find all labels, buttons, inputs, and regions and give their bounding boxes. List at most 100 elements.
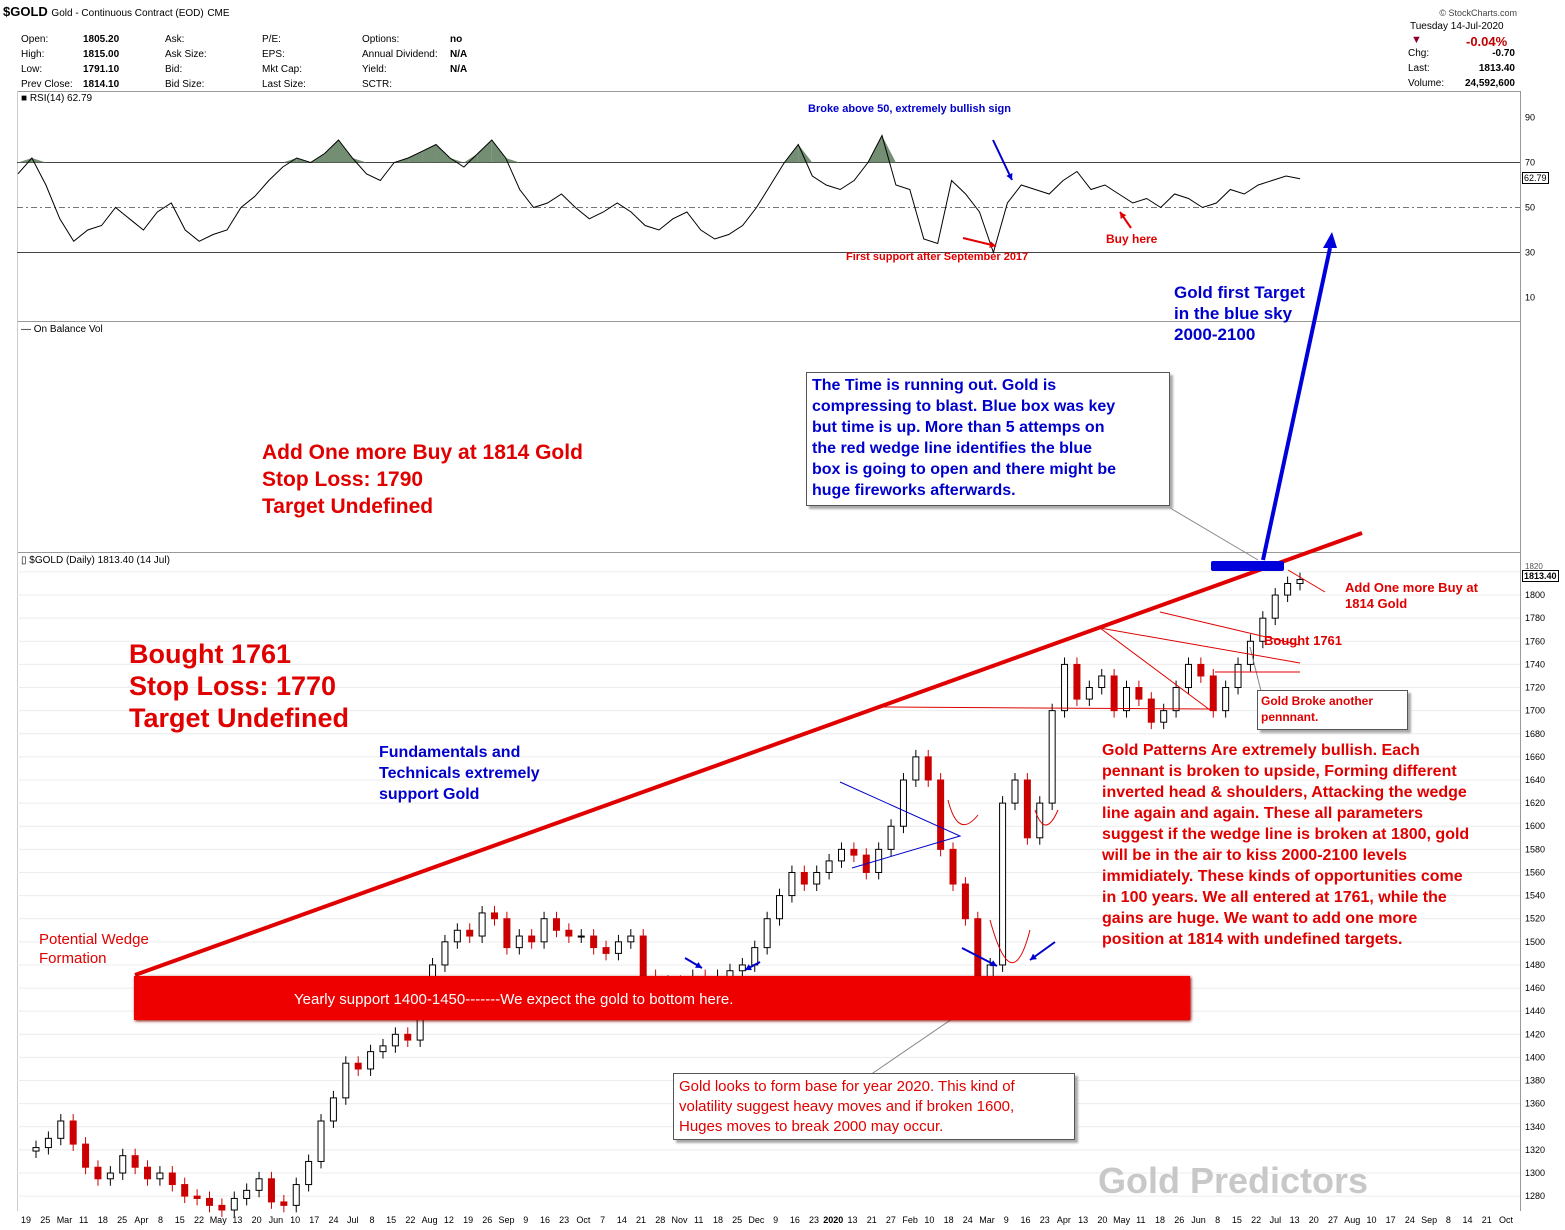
price-label: ▯ $GOLD (Daily) 1813.40 (14 Jul) bbox=[21, 555, 170, 566]
price-tick-label: 1600 bbox=[1525, 821, 1545, 831]
x-tick-label: 27 bbox=[886, 1215, 896, 1225]
x-tick-label: 19 bbox=[463, 1215, 473, 1225]
candle-body bbox=[441, 941, 449, 966]
x-tick-label: 28 bbox=[655, 1215, 665, 1225]
price-tick-label: 1620 bbox=[1525, 798, 1545, 808]
candle-body bbox=[614, 941, 622, 954]
time-box-line: box is going to open and there might be bbox=[812, 461, 1116, 478]
candle-body bbox=[205, 1197, 213, 1206]
x-tick-label: 16 bbox=[1020, 1215, 1030, 1225]
x-tick-label: 18 bbox=[944, 1215, 954, 1225]
hs-arc bbox=[947, 799, 979, 826]
candle-body bbox=[800, 871, 808, 885]
pennant-line bbox=[1099, 627, 1301, 664]
price-tick-label: 1400 bbox=[1525, 1052, 1545, 1062]
candle-body bbox=[986, 964, 994, 978]
x-tick-label: 13 bbox=[232, 1215, 242, 1225]
x-tick-label: Apr bbox=[1057, 1215, 1071, 1225]
down-triangle-icon: ▼ bbox=[1411, 34, 1422, 46]
x-tick-label: 10 bbox=[924, 1215, 934, 1225]
add-one-more-note: Add One more Buy at 1814 Gold Stop Loss:… bbox=[262, 439, 583, 520]
price-tick-label: 1560 bbox=[1525, 867, 1545, 877]
x-tick-label: 9 bbox=[1004, 1215, 1009, 1225]
price-top-tick: 1820 bbox=[1525, 562, 1543, 571]
candle-body bbox=[1184, 663, 1192, 689]
x-tick-label: 13 bbox=[1078, 1215, 1088, 1225]
x-tick-label: 9 bbox=[773, 1215, 778, 1225]
rsi-overbought-fill bbox=[282, 158, 297, 163]
quote-value: -0.70 bbox=[1492, 48, 1515, 59]
candle-body bbox=[267, 1178, 275, 1203]
base-box: Gold looks to form base for year 2020. T… bbox=[673, 1073, 1075, 1140]
candle-body bbox=[1023, 779, 1031, 839]
first-target-line: Gold first Target bbox=[1174, 283, 1305, 302]
x-tick-label: 23 bbox=[809, 1215, 819, 1225]
x-tick-label: 18 bbox=[713, 1215, 723, 1225]
quote-value: 1813.40 bbox=[1478, 63, 1515, 74]
fundamentals-note: Fundamentals and Technicals extremely su… bbox=[379, 742, 540, 805]
base-line: Gold looks to form base for year 2020. T… bbox=[679, 1078, 1015, 1095]
x-tick-label: 2020 bbox=[823, 1215, 843, 1225]
first-target-line: 2000-2100 bbox=[1174, 325, 1256, 344]
quote-label: Options: bbox=[362, 34, 400, 45]
price-tick-label: 1360 bbox=[1525, 1099, 1545, 1109]
candle-body bbox=[491, 912, 499, 920]
x-tick-label: 14 bbox=[617, 1215, 627, 1225]
candle-body bbox=[144, 1166, 152, 1180]
price-tick-label: 1340 bbox=[1525, 1122, 1545, 1132]
arrow-head-icon bbox=[1030, 953, 1037, 960]
candle-body bbox=[590, 935, 598, 949]
price-tick-label: 1760 bbox=[1525, 636, 1545, 646]
candle-icon: ▯ bbox=[21, 555, 30, 566]
candle-body bbox=[379, 1045, 387, 1053]
rsi-overbought-fill bbox=[449, 158, 464, 163]
x-tick-label: Aug bbox=[1344, 1215, 1360, 1225]
candle-body bbox=[1259, 617, 1267, 642]
x-tick-label: 8 bbox=[369, 1215, 374, 1225]
rsi-icon: ■ bbox=[21, 93, 30, 104]
x-tick-label: 18 bbox=[1155, 1215, 1165, 1225]
price-tick-label: 1680 bbox=[1525, 729, 1545, 739]
rsi-overbought-fill bbox=[408, 151, 423, 163]
target-arrow-line bbox=[1261, 247, 1332, 561]
price-tick-label: 1800 bbox=[1525, 590, 1545, 600]
add-one-more-line: Stop Loss: 1790 bbox=[262, 468, 424, 491]
candle-body bbox=[763, 918, 771, 949]
price-tick-label: 1740 bbox=[1525, 659, 1545, 669]
quote-label: Ask: bbox=[165, 34, 185, 45]
quote-date: Tuesday 14-Jul-2020 bbox=[1410, 21, 1504, 32]
x-tick-label: 23 bbox=[559, 1215, 569, 1225]
candle-body bbox=[453, 929, 461, 943]
quote-value: no bbox=[450, 34, 463, 45]
x-tick-label: 9 bbox=[523, 1215, 528, 1225]
patterns-line: in 100 years. We all entered at 1761, wh… bbox=[1102, 889, 1447, 906]
time-box-line: The Time is running out. Gold is bbox=[812, 377, 1057, 394]
quote-label: Ask Size: bbox=[165, 49, 207, 60]
axis-border bbox=[1520, 91, 1521, 1211]
x-tick-label: 26 bbox=[482, 1215, 492, 1225]
x-tick-label: Mar bbox=[979, 1215, 995, 1225]
rsi-line bbox=[17, 134, 1301, 255]
pennant-box: Gold Broke another pennnant. bbox=[1257, 690, 1408, 730]
candle-body bbox=[69, 1120, 77, 1145]
fundamentals-line: support Gold bbox=[379, 786, 480, 803]
candle-body bbox=[305, 1160, 313, 1186]
dash-icon: — bbox=[21, 324, 34, 335]
candle-body bbox=[776, 895, 784, 920]
price-value-tag: 1813.40 bbox=[1522, 570, 1559, 582]
rsi-label: ■ RSI(14) 62.79 bbox=[21, 93, 93, 104]
target-arrow-head-icon bbox=[1323, 232, 1337, 248]
candle-body bbox=[639, 935, 647, 978]
price-tick-label: 1380 bbox=[1525, 1076, 1545, 1086]
candle-body bbox=[1085, 687, 1093, 700]
x-tick-label: Jun bbox=[269, 1215, 284, 1225]
x-tick-label: 24 bbox=[963, 1215, 973, 1225]
wedge-line: Potential Wedge bbox=[39, 931, 149, 948]
quote-header: $GOLD Gold - Continuous Contract (EOD) C… bbox=[0, 0, 1565, 92]
pointer-arrow bbox=[961, 947, 998, 967]
x-tick-label: 25 bbox=[117, 1215, 127, 1225]
x-tick-label: Dec bbox=[748, 1215, 765, 1225]
bought-note: Bought 1761 Stop Loss: 1770 Target Undef… bbox=[129, 638, 349, 734]
patterns-line: will be in the air to kiss 2000-2100 lev… bbox=[1102, 847, 1408, 864]
candle-body bbox=[813, 871, 821, 885]
